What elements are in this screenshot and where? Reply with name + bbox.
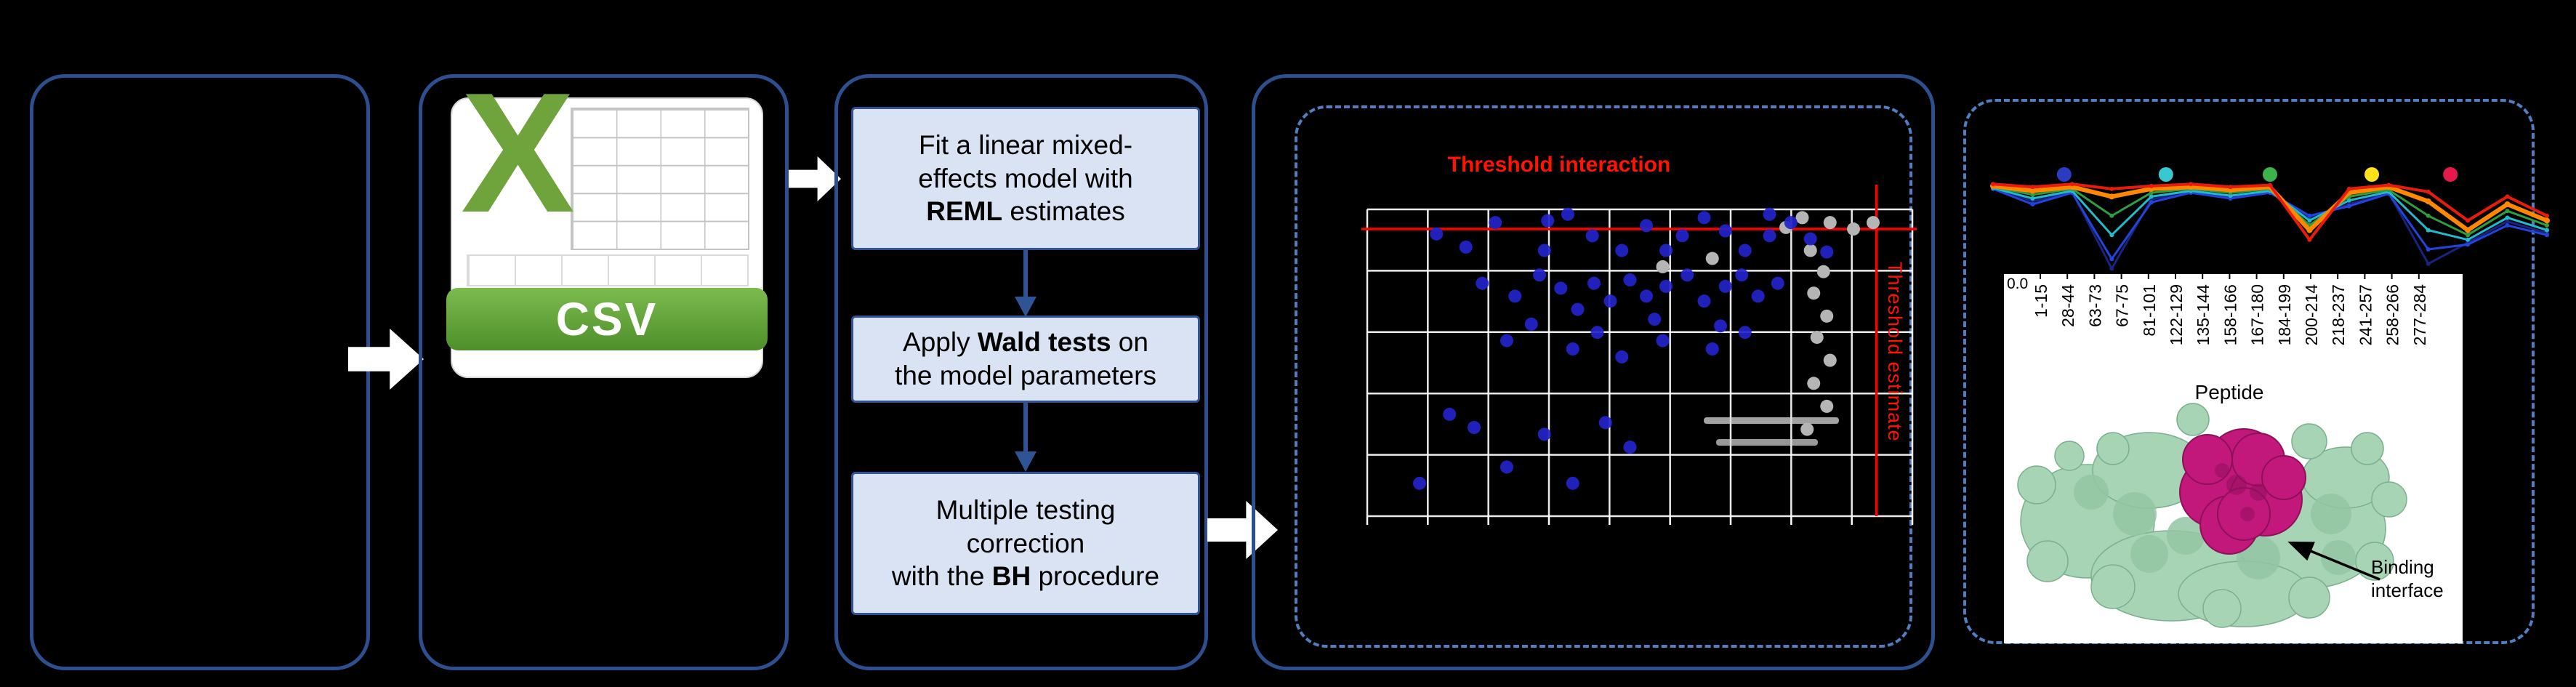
csv-band: CSV bbox=[446, 288, 768, 350]
panel-statistical-workflow: Fit a linear mixed- effects model with R… bbox=[834, 74, 1208, 670]
scatter-dashed-frame bbox=[1295, 105, 1912, 648]
csv-file-icon: X CSV bbox=[446, 67, 768, 378]
scatter-title: Threshold interaction bbox=[1447, 153, 1671, 177]
panel-biological-interpretation: 1-15 28-44 63-73 67-75 81-101 122-129 135-144 1… bbox=[1963, 99, 2550, 644]
step-text-post: on the model parameters bbox=[895, 327, 1156, 390]
peptide-axis-labels: 1-15 28-44 63-73 67-75 81-101 122-129 135-144 1… bbox=[2032, 274, 2429, 345]
svg-text:200-214: 200-214 bbox=[2302, 284, 2321, 346]
svg-text:63-73: 63-73 bbox=[2085, 284, 2104, 327]
svg-text:81-101: 81-101 bbox=[2140, 284, 2159, 337]
step-text-pre: Fit a linear mixed- effects model with bbox=[918, 129, 1133, 193]
flow-step-bh: Multiple testing correction with the BH … bbox=[851, 472, 1200, 615]
y-axis-zero-label: 0.0 bbox=[2007, 276, 2029, 292]
panel-csv-file: X CSV bbox=[419, 67, 789, 670]
peptide-axis-title: Peptide bbox=[2194, 381, 2264, 403]
protein-structure bbox=[2017, 403, 2407, 628]
svg-text:167-180: 167-180 bbox=[2248, 284, 2267, 345]
flow-step-text: Apply Wald tests on the model parameters bbox=[895, 326, 1156, 393]
flow-step-reml: Fit a linear mixed- effects model with R… bbox=[851, 107, 1200, 250]
svg-text:122-129: 122-129 bbox=[2167, 284, 2186, 345]
right-arrow-icon bbox=[1207, 501, 1278, 559]
faint-annotation-marks bbox=[1704, 417, 1839, 446]
peptide-axis-and-protein: 1-15 28-44 63-73 67-75 81-101 122-129 135-144 1… bbox=[2017, 274, 2429, 628]
pipeline-arrow-3 bbox=[1207, 501, 1278, 559]
flow-step-text: Fit a linear mixed- effects model with R… bbox=[918, 129, 1132, 229]
step-text-bold: BH bbox=[991, 561, 1031, 592]
svg-text:158-166: 158-166 bbox=[2221, 284, 2239, 345]
svg-text:184-199: 184-199 bbox=[2275, 284, 2294, 345]
flow-step-wald: Apply Wald tests on the model parameters bbox=[851, 316, 1200, 403]
uptake-series-blue bbox=[1991, 186, 2549, 262]
spreadsheet-grid-lower-icon bbox=[467, 254, 749, 286]
flow-down-arrow-2 bbox=[1015, 403, 1037, 472]
down-arrow-icon bbox=[1015, 297, 1037, 317]
svg-text:258-266: 258-266 bbox=[2383, 284, 2402, 345]
scatter-points-significant bbox=[1413, 207, 1834, 490]
down-arrow-icon bbox=[1015, 451, 1037, 472]
uptake-series-red bbox=[1991, 182, 2549, 242]
spreadsheet-grid-icon bbox=[571, 108, 749, 250]
csv-label: CSV bbox=[555, 293, 659, 345]
pipeline-arrow-2 bbox=[789, 156, 841, 201]
right-arrow-icon bbox=[348, 329, 424, 390]
binding-interface-arrow bbox=[2287, 542, 2380, 581]
svg-text:218-237: 218-237 bbox=[2329, 284, 2348, 345]
flow-down-arrow-1 bbox=[1015, 250, 1037, 317]
threshold-lines bbox=[1361, 185, 1917, 516]
pipeline-arrow-1 bbox=[348, 329, 424, 390]
svg-text:67-75: 67-75 bbox=[2113, 284, 2132, 327]
excel-x-letter: X bbox=[461, 57, 575, 248]
step-text-pre: Multiple testing correction with the bbox=[891, 494, 1116, 592]
significance-dots bbox=[2056, 167, 2458, 182]
binding-interface-label: Binding interface bbox=[2371, 556, 2444, 601]
step-text-bold: REML bbox=[926, 196, 1003, 227]
svg-text:135-144: 135-144 bbox=[2194, 284, 2213, 346]
svg-text:277-284: 277-284 bbox=[2410, 284, 2429, 346]
step-text-pre: Apply bbox=[903, 327, 978, 358]
peptide-axis-panel: 1-15 28-44 63-73 67-75 81-101 122-129 135-144 1… bbox=[2004, 274, 2463, 643]
svg-text:28-44: 28-44 bbox=[2058, 284, 2077, 327]
svg-text:1-15: 1-15 bbox=[2032, 284, 2050, 318]
svg-text:241-257: 241-257 bbox=[2356, 284, 2375, 345]
panel-scatter-results: Threshold interaction Threshold estimate bbox=[1252, 74, 1935, 670]
step-text-post: estimates bbox=[1002, 196, 1125, 227]
threshold-estimate-label: Threshold estimate bbox=[1884, 262, 1906, 442]
uptake-line-chart bbox=[1990, 167, 2550, 271]
panel-input-data bbox=[30, 74, 370, 670]
step-text-post: procedure bbox=[1031, 561, 1160, 592]
scatter-plot bbox=[1361, 185, 1917, 525]
flow-step-text: Multiple testing correction with the BH … bbox=[892, 494, 1159, 594]
right-arrow-icon bbox=[789, 156, 841, 201]
scatter-points-nonsignificant bbox=[1656, 211, 1880, 436]
step-text-bold: Wald tests bbox=[977, 327, 1111, 358]
